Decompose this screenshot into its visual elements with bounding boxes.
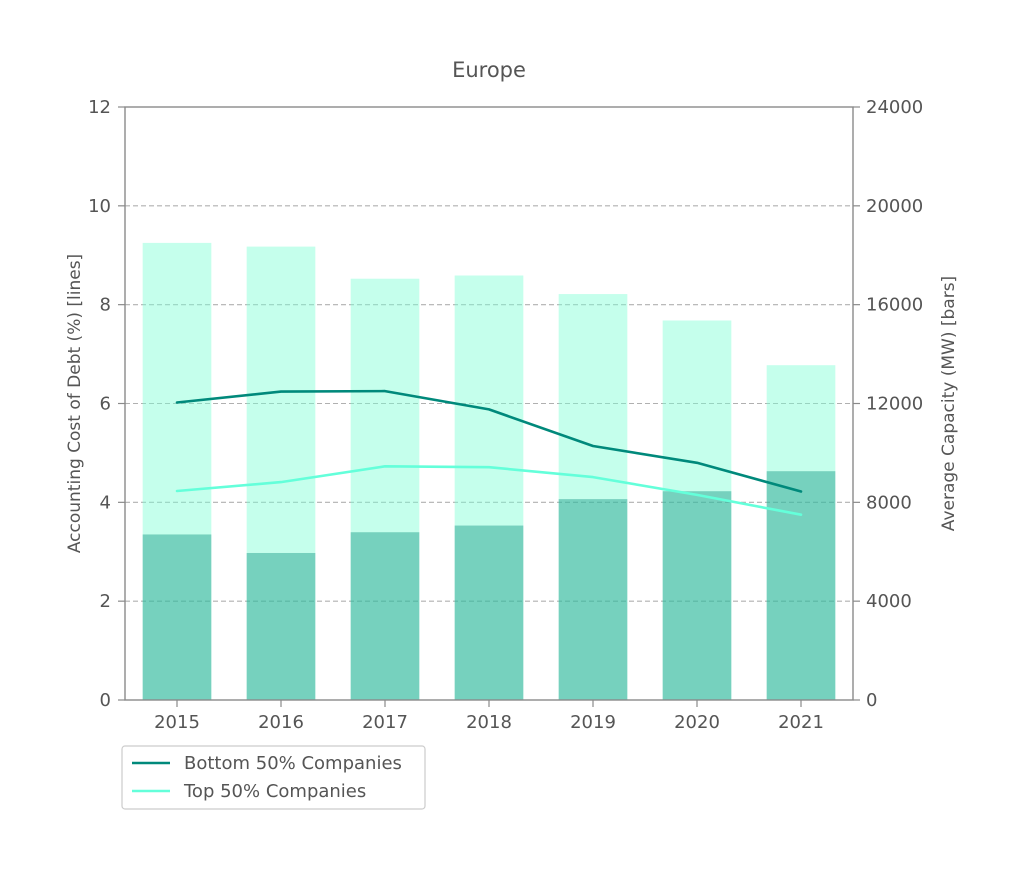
y-axis-left-title: Accounting Cost of Debt (%) [lines] xyxy=(65,254,85,553)
bar-top-50-2018 xyxy=(454,275,524,700)
bar-series xyxy=(142,242,836,701)
y-left-tick-label: 12 xyxy=(88,97,111,118)
y-left-tick-label: 10 xyxy=(88,196,111,217)
y-right-tick-label: 24000 xyxy=(866,97,923,118)
legend-box xyxy=(121,745,426,810)
y-right-tick-label: 20000 xyxy=(866,196,923,217)
bar-top-50-2015 xyxy=(142,242,212,701)
y-right-tick-label: 12000 xyxy=(866,394,923,415)
bar-bottom-50-2018 xyxy=(454,525,524,700)
line-top-50 xyxy=(175,464,803,517)
legend-label-bottom-50: Bottom 50% Companies xyxy=(184,753,402,774)
y-left-tick-label: 8 xyxy=(100,295,111,316)
x-tick-label: 2015 xyxy=(154,712,200,733)
x-tick-label: 2020 xyxy=(674,712,720,733)
y-left-tick-label: 4 xyxy=(100,492,111,513)
line-series xyxy=(175,389,803,517)
y-axis-right-title: Average Capacity (MW) [bars] xyxy=(939,276,959,531)
bar-bottom-50-2020 xyxy=(662,491,732,700)
y-left-tick-label: 6 xyxy=(100,394,111,415)
x-tick-label: 2021 xyxy=(778,712,824,733)
bar-bottom-50-2015 xyxy=(142,534,212,700)
bar-top-50-2017 xyxy=(350,278,420,700)
bar-bottom-50-2017 xyxy=(350,532,420,700)
x-tick-label: 2019 xyxy=(570,712,616,733)
legend: Bottom 50% Companies Top 50% Companies xyxy=(121,745,426,810)
y-right-tick-label: 8000 xyxy=(866,492,912,513)
bar-top-50-2016 xyxy=(246,246,316,700)
bar-top-50-2021 xyxy=(766,365,836,700)
axis-labels: 0 2 4 6 8 10 12 0 4000 8000 12000 16000 20000 24000 20… xyxy=(88,97,923,733)
bar-top-50-2020 xyxy=(662,320,732,700)
legend-label-top-50: Top 50% Companies xyxy=(183,781,366,802)
bar-top-50-2019 xyxy=(558,294,628,700)
x-tick-label: 2018 xyxy=(466,712,512,733)
y-left-tick-label: 0 xyxy=(100,690,111,711)
x-tick-label: 2016 xyxy=(258,712,304,733)
x-tick-label: 2017 xyxy=(362,712,408,733)
bar-bottom-50-2019 xyxy=(558,499,628,700)
y-left-tick-label: 2 xyxy=(100,591,111,612)
y-right-tick-label: 4000 xyxy=(866,591,912,612)
y-right-tick-label: 16000 xyxy=(866,295,923,316)
bar-bottom-50-2016 xyxy=(246,552,316,700)
chart-title: Europe xyxy=(452,58,526,82)
bar-bottom-50-2021 xyxy=(766,471,836,700)
y-right-tick-label: 0 xyxy=(866,690,877,711)
axes xyxy=(118,106,860,707)
grid-lines xyxy=(125,205,853,602)
line-bottom-50 xyxy=(175,389,803,493)
